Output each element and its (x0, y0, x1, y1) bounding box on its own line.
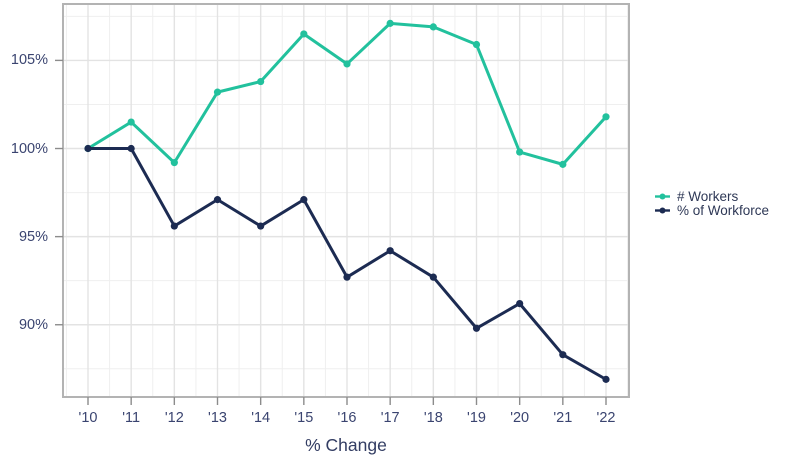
x-tick-label: '11 (122, 410, 141, 426)
series-point-workers (516, 148, 524, 156)
panel-border (62, 3, 630, 398)
series-point-of-workforce (84, 144, 92, 153)
series-point-of-workforce (300, 196, 308, 204)
series-point-workers (257, 77, 265, 86)
series-point-workers (429, 23, 437, 31)
series-point-of-workforce (472, 324, 481, 332)
series-point-of-workforce (257, 222, 265, 230)
legend-label: # Workers (677, 188, 739, 204)
series-point-of-workforce (213, 196, 222, 204)
series-point-workers (343, 60, 351, 68)
series-point-of-workforce (429, 273, 437, 281)
x-tick-label: '15 (294, 410, 314, 426)
series-point-of-workforce (170, 222, 178, 230)
legend-label: % of Workforce (677, 202, 770, 218)
x-tick-label: '20 (510, 410, 530, 426)
panel-background (63, 4, 629, 397)
legend-key-icon (655, 193, 670, 199)
series-point-of-workforce (559, 351, 567, 359)
x-tick-label: '13 (208, 410, 227, 426)
series-point-of-workforce (343, 273, 351, 281)
series-point-of-workforce (602, 375, 610, 383)
x-tick-label: '19 (467, 410, 486, 426)
series-point-workers (170, 159, 178, 167)
legend-key-icon (655, 207, 670, 213)
x-tick-label: '16 (337, 410, 357, 426)
y-tick-label: 105% (10, 52, 48, 69)
x-tick-label: '21 (553, 410, 573, 426)
series-point-of-workforce (127, 144, 135, 153)
x-tick-label: '22 (596, 410, 616, 426)
series-point-workers (127, 118, 135, 126)
series-point-workers (213, 88, 222, 96)
series-point-of-workforce (516, 299, 524, 308)
legend: # Workers% of Workforce (655, 188, 770, 218)
y-tick-label: 90% (18, 316, 48, 333)
series-point-of-workforce (386, 247, 394, 255)
legend-item: # Workers (655, 188, 769, 204)
x-tick-label: '14 (251, 410, 271, 426)
series-point-workers (559, 160, 567, 168)
x-axis-title: % Change (305, 435, 387, 455)
x-tick-label: '10 (78, 410, 98, 426)
series-point-workers (300, 30, 308, 38)
series-point-workers (602, 113, 610, 121)
x-tick-label: '17 (380, 410, 400, 426)
y-tick-label: 100% (10, 140, 48, 157)
y-tick-label: 95% (18, 228, 48, 245)
legend-item: % of Workforce (655, 202, 770, 218)
x-tick-label: '12 (164, 410, 184, 426)
x-tick-label: '18 (423, 410, 443, 426)
series-point-workers (472, 40, 481, 49)
series-point-workers (386, 19, 394, 27)
